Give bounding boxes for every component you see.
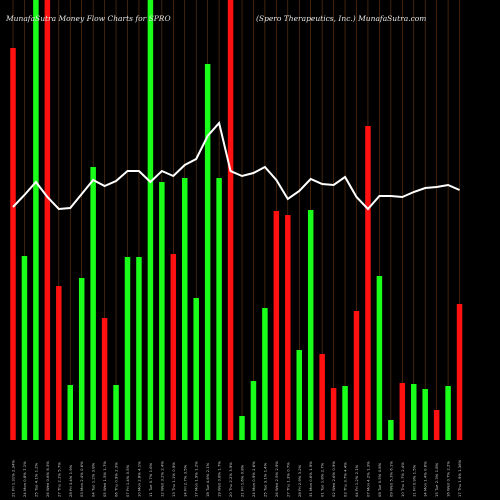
- x-tick-label: 25 Tue 3.1% 1.4%: [262, 462, 267, 497]
- bar: [124, 257, 131, 440]
- x-tick-label: 16 Wed 0.7% 2.2%: [446, 461, 451, 497]
- bar: [67, 385, 73, 440]
- x-tick-label: 10 Thu 1.7% 2.4%: [400, 462, 405, 497]
- bar-series: [10, 0, 463, 440]
- bar: [90, 167, 96, 440]
- bar: [78, 278, 85, 440]
- bar: [101, 318, 108, 440]
- bar: [216, 178, 222, 440]
- bar: [273, 211, 280, 440]
- money-flow-line: [12, 120, 460, 211]
- x-tick-label: 09 Wed 5.3% 6.1%: [388, 461, 393, 497]
- x-tick-label: 08 Tue 0.5% 0.8%: [377, 462, 382, 497]
- x-tick-label: 04 Fri 1.2% 2.1%: [354, 464, 359, 497]
- bar: [147, 0, 154, 440]
- x-tick-label: 27 Thu 2.1% 5.7%: [56, 462, 61, 497]
- x-tick-label: 19 Wed 0.8% 1.7%: [217, 461, 222, 497]
- bar: [353, 311, 360, 440]
- x-tick-label: 26 Wed 2.5% 2.9%: [274, 461, 279, 497]
- x-tick-label: 05 Wed 1.5% 1.7%: [102, 461, 107, 497]
- bar: [388, 420, 394, 440]
- bar: [136, 257, 142, 440]
- x-tick-label: 28 Fri 3.4% 1.9%: [68, 464, 73, 497]
- x-tick-label: 11 Fri 0.9% 1.5%: [411, 464, 416, 497]
- bar: [433, 410, 440, 440]
- bar: [227, 0, 234, 440]
- bar: [342, 386, 348, 440]
- bar: [56, 286, 62, 440]
- bar: [204, 64, 211, 440]
- bar: [21, 256, 28, 440]
- bar: [170, 254, 177, 440]
- x-tick-label: 20 Thu 2.2% 3.9%: [228, 462, 233, 497]
- x-tick-label: 03 Mon 2.4% 0.6%: [79, 461, 84, 497]
- bar: [250, 381, 257, 440]
- x-tick-label: 04 Tue 1.2% 3.8%: [91, 462, 96, 497]
- bar: [307, 210, 314, 440]
- x-tick-label: 07 Mon 4.2% 1.3%: [365, 461, 370, 497]
- x-tick-label: 02 Wed 2.6% 0.9%: [331, 461, 336, 497]
- x-tick-label: 21 Fri 1.6% 0.8%: [240, 464, 245, 497]
- x-tick-label: 17 Thu 1.9% 1.36%: [457, 459, 462, 497]
- bar: [399, 383, 406, 440]
- bar: [10, 48, 16, 440]
- x-tick-label: 27 Thu 1.3% 0.7%: [285, 462, 290, 497]
- x-tick-label: 14 Mon 1.4% 0.6%: [423, 461, 428, 497]
- x-tick-label: 06 Thu 0.9% 2.3%: [114, 462, 119, 497]
- bar: [319, 354, 325, 440]
- x-tick-label: 25 Tue 4.1% 1.2%: [33, 462, 38, 497]
- bar: [422, 389, 428, 440]
- x-tick-label: 21 Fri 1.31% 2.34%: [11, 460, 16, 497]
- bar: [159, 182, 165, 440]
- x-tick-label: 18 Tue 4.6% 2.1%: [205, 462, 210, 497]
- x-tick-label: 11 Tue 0.7% 1.6%: [148, 462, 153, 497]
- x-tick-label: 14 Fri 2.7% 3.5%: [182, 464, 187, 497]
- bar: [296, 350, 302, 440]
- x-tick-label: 24 Mon 0.9% 2.6%: [251, 461, 256, 497]
- x-tick-label: 31 Mon 0.6% 1.9%: [308, 461, 313, 497]
- bar: [113, 385, 119, 440]
- chart-subtitle: (Spero Therapeutics, Inc.) MunafaSutra.c…: [256, 14, 427, 23]
- bar: [376, 276, 383, 440]
- bar: [456, 304, 463, 440]
- x-tick-label: 07 Fri 1.4% 0.5%: [125, 464, 130, 497]
- x-tick-label: 28 Fri 2.9% 3.2%: [297, 464, 302, 497]
- x-tick-label: 12 Wed 3.2% 2.4%: [159, 461, 164, 497]
- bar: [365, 126, 371, 440]
- x-tick-labels: 21 Fri 1.31% 2.34% 24 Mon 0.8% 7.1% 25 Tue…: [11, 459, 463, 497]
- bar: [262, 308, 268, 440]
- bar: [285, 215, 291, 440]
- bar: [33, 0, 39, 440]
- x-tick-label: 13 Thu 1.1% 0.9%: [171, 462, 176, 497]
- x-tick-label: 24 Mon 0.8% 7.1%: [22, 461, 27, 497]
- x-tick-label: 17 Mon 1.9% 1.2%: [194, 461, 199, 497]
- x-tick-label: 03 Thu 3.7% 4.4%: [343, 462, 348, 497]
- bar: [44, 0, 51, 440]
- x-tick-label: 10 Mon 2.8% 4.1%: [136, 461, 141, 497]
- bar: [411, 384, 417, 440]
- bar: [330, 388, 337, 440]
- x-tick-label: 26 Wed 0.6% 6.3%: [45, 461, 50, 497]
- bar: [182, 178, 188, 440]
- bar: [193, 298, 199, 440]
- x-tick-label: 15 Tue 2.3% 1.8%: [434, 462, 439, 497]
- chart-title: MunafaSutra Money Flow Charts for SPRO: [6, 14, 171, 23]
- bar: [445, 386, 451, 440]
- bar: [239, 416, 245, 440]
- x-tick-label: 01 Tue 1.8% 2.7%: [320, 462, 325, 497]
